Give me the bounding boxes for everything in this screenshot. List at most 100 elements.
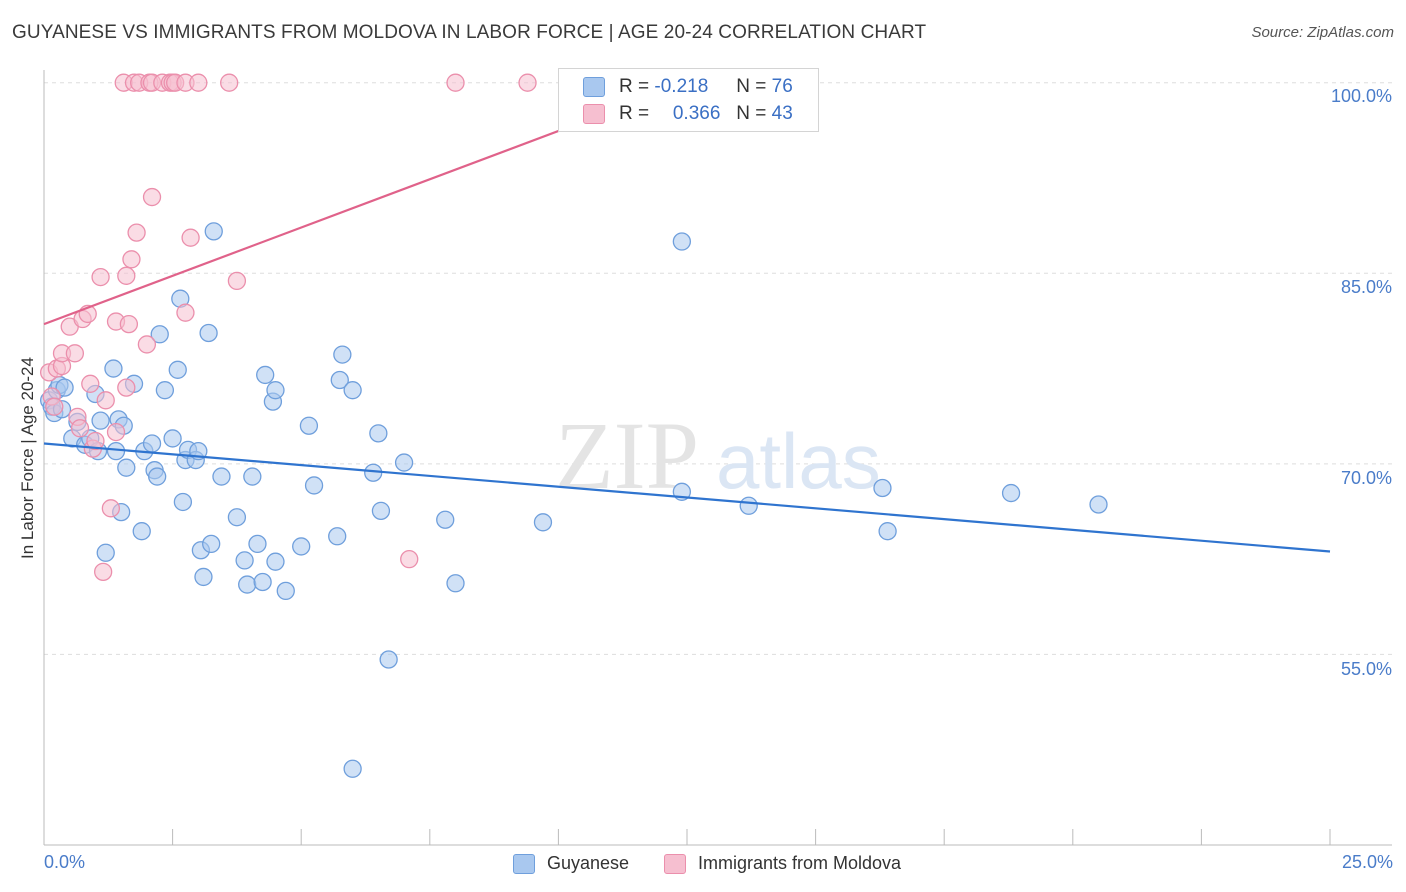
point-guyanese <box>173 492 193 512</box>
legend-label-moldova: Immigrants from Moldova <box>698 853 902 873</box>
point-guyanese <box>292 537 311 556</box>
x-tick-25: 25.0% <box>1341 852 1393 872</box>
point-guyanese <box>227 508 247 527</box>
point-guyanese <box>238 575 257 594</box>
point-guyanese <box>739 496 758 515</box>
point-guyanese <box>148 467 167 486</box>
point-guyanese <box>168 360 187 379</box>
point-moldova <box>119 314 139 334</box>
point-moldova <box>220 73 239 92</box>
point-guyanese <box>256 365 275 385</box>
point-moldova <box>45 397 64 416</box>
stats-row-moldova: R = 0.366 N = 43 <box>583 102 793 126</box>
stats-row-guyanese: R = -0.218 N = 76 <box>583 75 793 99</box>
point-guyanese <box>333 345 352 364</box>
legend-swatch-moldova <box>664 853 686 874</box>
point-moldova <box>106 422 126 442</box>
point-guyanese <box>330 370 349 390</box>
point-guyanese <box>672 232 692 251</box>
point-guyanese <box>212 467 231 486</box>
point-guyanese <box>91 411 110 430</box>
point-guyanese <box>248 534 267 554</box>
point-guyanese <box>276 581 295 601</box>
chart-title: GUYANESE VS IMMIGRANTS FROM MOLDOVA IN L… <box>12 22 927 43</box>
point-guyanese <box>117 458 136 477</box>
point-moldova <box>101 499 121 518</box>
point-moldova <box>176 303 195 322</box>
point-guyanese <box>104 359 123 378</box>
legend-label-guyanese: Guyanese <box>547 853 630 873</box>
point-moldova <box>227 271 247 291</box>
point-moldova <box>91 267 110 287</box>
point-moldova <box>137 335 157 354</box>
point-guyanese <box>266 381 285 400</box>
legend-item-guyanese[interactable]: Guyanese <box>513 853 629 874</box>
point-guyanese <box>1089 495 1108 514</box>
point-guyanese <box>194 567 213 587</box>
point-moldova <box>70 419 90 438</box>
y-tick-85: 85.0% <box>1340 277 1392 297</box>
n-label: N = <box>736 76 767 97</box>
point-moldova <box>117 378 136 397</box>
swatch-guyanese <box>583 77 605 97</box>
y-tick-100: 100.0% <box>1330 86 1392 106</box>
point-guyanese <box>253 572 272 592</box>
y-tick-55: 55.0% <box>1340 659 1392 679</box>
point-guyanese <box>155 381 175 400</box>
swatch-moldova <box>583 104 605 124</box>
point-guyanese <box>343 381 362 400</box>
legend-item-moldova[interactable]: Immigrants from Moldova <box>664 853 901 874</box>
point-guyanese <box>369 424 388 443</box>
point-guyanese <box>371 501 391 521</box>
point-moldova <box>86 431 105 451</box>
x-tick-0: 0.0% <box>44 852 86 872</box>
n-value: 43 <box>771 103 793 124</box>
point-guyanese <box>878 522 897 541</box>
point-moldova <box>96 391 115 410</box>
point-guyanese <box>873 478 892 498</box>
point-guyanese <box>142 434 162 453</box>
point-moldova <box>189 73 208 92</box>
watermark-atlas: atlas <box>716 417 881 505</box>
point-moldova <box>446 73 465 92</box>
point-guyanese <box>379 650 398 669</box>
point-moldova <box>518 73 537 92</box>
point-guyanese <box>55 378 74 397</box>
n-label: N = <box>736 103 767 124</box>
point-moldova <box>81 374 100 393</box>
point-moldova <box>400 549 419 569</box>
point-guyanese <box>1001 483 1021 503</box>
point-moldova <box>122 250 141 269</box>
series-legend: Guyanese Immigrants from Moldova <box>0 853 1406 877</box>
point-moldova <box>181 228 200 247</box>
point-guyanese <box>243 467 262 486</box>
point-moldova <box>142 187 162 207</box>
point-moldova <box>65 344 85 363</box>
point-guyanese <box>150 325 169 344</box>
point-guyanese <box>299 416 319 435</box>
point-guyanese <box>132 522 151 541</box>
r-label: R = <box>619 103 650 124</box>
trend-line-guyanese <box>43 442 1331 553</box>
point-guyanese <box>343 759 362 778</box>
n-value: 76 <box>771 76 793 97</box>
point-guyanese <box>304 476 324 495</box>
r-label: R = <box>619 76 650 97</box>
y-tick-70: 70.0% <box>1340 468 1392 488</box>
stats-legend: R = -0.218 N = 76 R = 0.366 N = 43 <box>558 68 819 132</box>
point-moldova <box>117 266 136 285</box>
point-guyanese <box>199 323 218 343</box>
r-value: -0.218 <box>654 76 709 97</box>
point-guyanese <box>328 527 347 546</box>
r-value: 0.366 <box>672 103 721 124</box>
point-guyanese <box>202 534 221 554</box>
point-guyanese <box>446 574 465 593</box>
legend-swatch-guyanese <box>513 853 535 874</box>
point-guyanese <box>235 551 254 570</box>
point-guyanese <box>533 513 553 532</box>
point-guyanese <box>266 552 285 571</box>
point-guyanese <box>163 429 182 448</box>
point-guyanese <box>96 543 115 562</box>
point-guyanese <box>436 510 455 529</box>
